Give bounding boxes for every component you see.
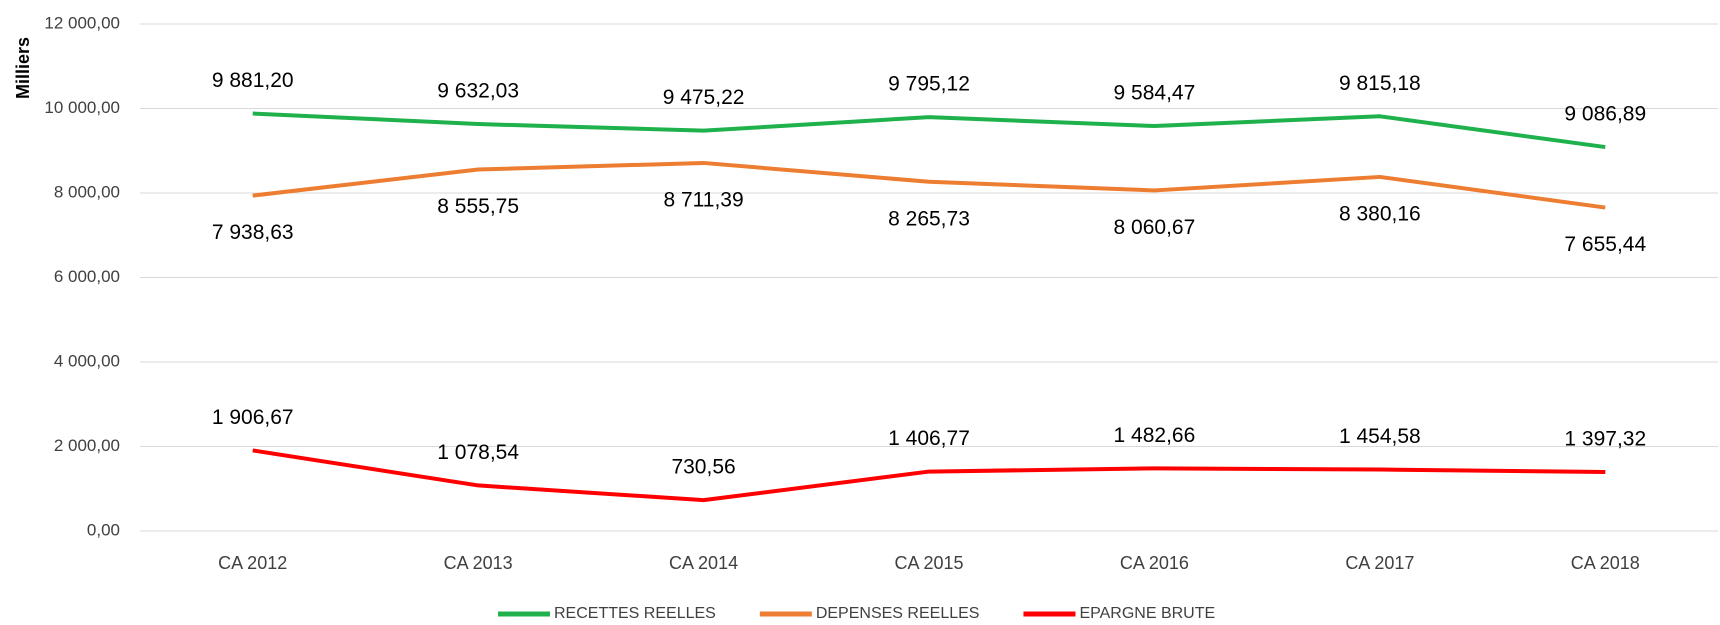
data-label: 8 555,75 (437, 195, 519, 218)
x-tick-label: CA 2016 (1120, 553, 1189, 573)
x-tick-label: CA 2014 (669, 553, 738, 573)
data-label: 8 265,73 (888, 207, 970, 230)
legend-label: DEPENSES REELLES (816, 605, 980, 622)
data-label: 9 086,89 (1564, 103, 1646, 126)
y-tick-label: 6 000,00 (54, 267, 120, 286)
x-tick-label: CA 2018 (1571, 553, 1640, 573)
x-tick-label: CA 2015 (894, 553, 963, 573)
y-tick-label: 4 000,00 (54, 351, 120, 370)
data-label: 9 584,47 (1114, 82, 1196, 105)
y-axis-title: Milliers (13, 37, 33, 99)
data-label: 1 406,77 (888, 427, 970, 450)
data-label: 9 795,12 (888, 73, 970, 96)
line-series (252, 160, 1606, 210)
data-label: 8 380,16 (1339, 202, 1421, 225)
y-tick-label: 8 000,00 (54, 182, 120, 201)
data-label: 7 938,63 (212, 221, 294, 244)
y-tick-label: 10 000,00 (44, 98, 120, 117)
y-tick-label: 2 000,00 (54, 436, 120, 455)
y-tick-label: 0,00 (87, 520, 120, 539)
data-label: 1 454,58 (1339, 425, 1421, 448)
data-label: 8 711,39 (663, 188, 743, 211)
legend-label: RECETTES REELLES (554, 605, 716, 622)
data-label: 9 632,03 (437, 80, 519, 103)
data-label: 1 906,67 (212, 406, 294, 429)
data-label: 9 815,18 (1339, 72, 1421, 95)
x-tick-label: CA 2013 (444, 553, 513, 573)
x-tick-label: CA 2017 (1345, 553, 1414, 573)
data-label: 9 475,22 (663, 86, 745, 109)
x-tick-label: CA 2012 (218, 553, 287, 573)
line-series (252, 111, 1606, 150)
data-label: 1 078,54 (437, 441, 519, 464)
data-label: 9 881,20 (212, 69, 294, 92)
line-series (252, 448, 1606, 503)
y-tick-label: 12 000,00 (44, 13, 120, 32)
legend-label: EPARGNE BRUTE (1079, 605, 1215, 622)
data-label: 1 482,66 (1114, 424, 1196, 447)
data-label: 730,56 (671, 456, 735, 479)
data-label: 7 655,44 (1564, 233, 1646, 256)
data-label: 8 060,67 (1114, 216, 1196, 239)
data-label: 1 397,32 (1564, 428, 1646, 451)
